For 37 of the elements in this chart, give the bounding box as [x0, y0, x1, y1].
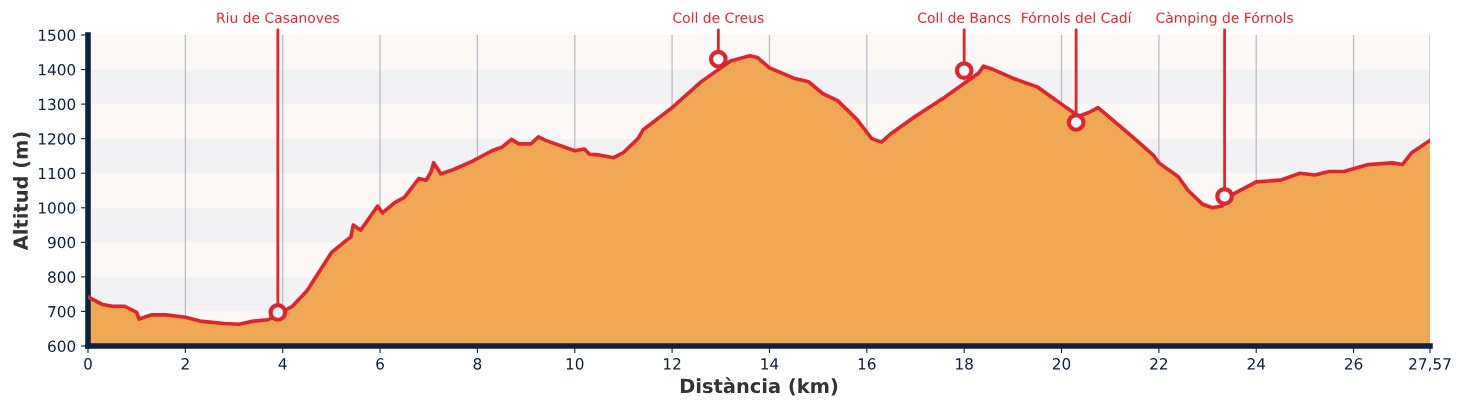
x-tick-label: 12: [664, 358, 681, 370]
x-tick-label: 8: [473, 358, 482, 370]
annotation: Coll de Bancs: [918, 12, 1011, 23]
annotation: Fórnols del Cadí: [1022, 11, 1132, 23]
y-tick-label: 1000: [38, 202, 76, 214]
x-tick-label: 2: [181, 358, 189, 370]
annotation: Coll de Creus: [673, 12, 764, 23]
y-tick-label: 700: [48, 305, 76, 318]
x-tick-label: 16: [858, 358, 876, 370]
point: [1066, 113, 1086, 132]
point: [708, 49, 728, 69]
annotation: Càmping de Fórnols: [1156, 11, 1293, 26]
x-axis-title: Distància (km): [680, 377, 838, 396]
point: [268, 303, 288, 322]
x-tick-label: 0: [84, 358, 92, 370]
x-tick-label: 20: [1052, 358, 1071, 370]
x-tick-label: 22: [1150, 358, 1168, 370]
x-tick-label: 18: [956, 358, 973, 370]
x-tick-label: 6: [376, 358, 384, 370]
y-axis-title: Altitud (m): [12, 132, 31, 251]
y-tick-label: 800: [48, 271, 76, 283]
y-tick-label: 1400: [38, 64, 76, 76]
x-tick-label: 14: [761, 358, 779, 370]
y-tick-label: 1500: [38, 29, 76, 42]
y-tick-label: 900: [48, 236, 76, 249]
point: [954, 61, 974, 80]
x-tick-label: 4: [278, 358, 287, 370]
x-tick-label: 10: [566, 358, 584, 370]
y-tick-label: 1300: [38, 98, 76, 111]
y-tick-label: 1100: [38, 167, 76, 180]
y-tick-label: 1200: [38, 133, 76, 145]
point: [1215, 187, 1234, 206]
annotation: Riu de Casanoves: [217, 12, 340, 23]
x-tick-label: 26: [1344, 358, 1363, 370]
x-tick-label: 24: [1247, 358, 1266, 370]
y-tick-label: 600: [48, 340, 76, 353]
x-tick-label: 27,57: [1409, 358, 1451, 372]
